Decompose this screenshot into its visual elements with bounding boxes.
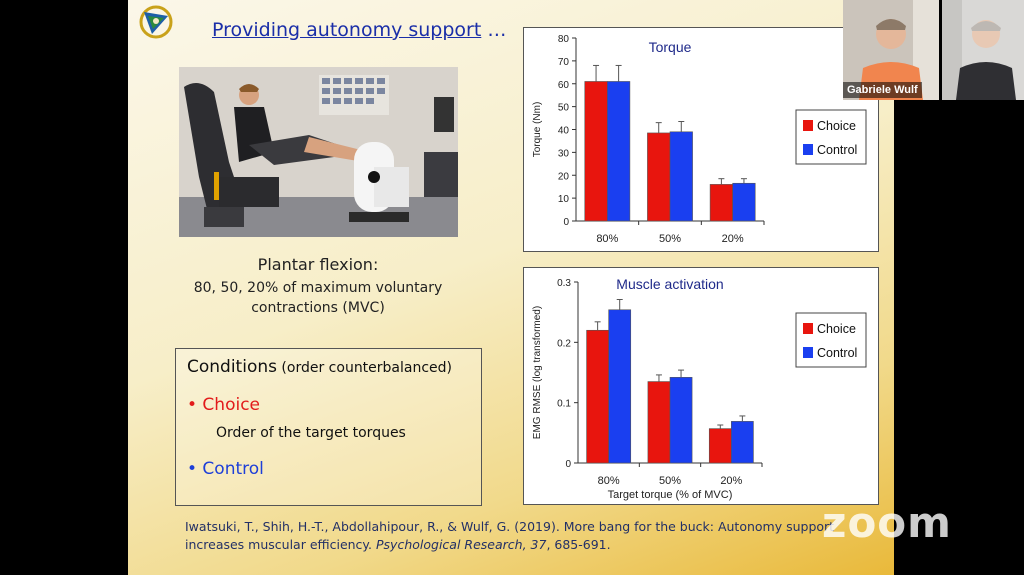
y-tick-label: 80 [558,34,570,45]
legend-label-control: Control [817,346,857,360]
condition-control: • Control [187,459,264,479]
chart-legend: Choice Control [795,109,867,165]
y-tick-label: 30 [558,148,570,159]
bar-control [669,377,693,464]
y-tick-label: 0.2 [557,338,571,349]
bar-choice [647,132,671,222]
y-tick-label: 20 [558,171,570,182]
bar-control [732,182,756,222]
y-tick-label: 70 [558,57,570,68]
lab-photo [179,67,458,237]
legend-swatch-choice [803,120,813,131]
category-label: 80% [598,475,620,487]
participant-video-feed [942,0,1024,100]
condition-choice: • Choice [187,395,261,415]
y-tick-label: 0 [565,459,571,470]
photo-caption: Plantar flexion: 80, 50, 20% of maximum … [168,255,468,318]
bar-control [608,309,632,464]
bar-choice [586,329,609,464]
chart-title: Muscle activation [616,276,723,292]
participant-name-tag: Gabriele Wulf [843,82,922,98]
category-label: 50% [659,475,681,487]
citation-line-1: Iwatsuki, T., Shih, H.-T., Abdollahipour… [185,519,835,534]
legend-label-choice: Choice [817,119,856,133]
bar-choice [584,81,608,222]
institution-logo-icon [139,5,173,39]
bar-choice [708,428,732,464]
legend-swatch-control [803,347,813,358]
bar-choice [709,184,733,222]
conditions-box: Conditions (order counterbalanced) • Cho… [175,348,482,506]
presentation-slide: Providing autonomy support … Plantar fle… [128,0,894,575]
y-tick-label: 60 [558,80,570,91]
torque-chart-panel: Torque 0 10 20 30 40 50 60 70 80 Torque (Nm) 80% 50%… [523,27,879,252]
chart-legend: Choice Control [795,312,867,368]
conditions-heading: Conditions (order counterbalanced) [187,357,453,377]
y-axis-label: EMG RMSE (log transformed) [532,306,543,439]
bar-control [607,81,631,222]
caption-line-2: contractions (MVC) [251,300,385,316]
x-axis-label: Target torque (% of MVC) [608,489,733,501]
caption-title: Plantar flexion: [257,255,379,274]
participant-video-gabriele-wulf[interactable]: Gabriele Wulf [843,0,939,100]
chart-title: Torque [649,39,692,55]
category-label: 80% [596,233,618,245]
legend-label-control: Control [817,143,857,157]
legend-swatch-control [803,144,813,155]
caption-line-1: 80, 50, 20% of maximum voluntary [193,280,443,296]
y-tick-label: 0 [563,217,569,228]
y-tick-label: 0.3 [557,278,571,289]
y-tick-label: 0.1 [557,399,571,410]
citation: Iwatsuki, T., Shih, H.-T., Abdollahipour… [185,518,885,554]
y-tick-label: 40 [558,126,570,137]
muscle-activation-chart-panel: Muscle activation 0 0.1 0.2 0.3 EMG RMSE (log… [523,267,879,505]
y-axis-label: Torque (Nm) [532,102,543,158]
zoom-watermark-logo: zoom [822,498,952,547]
y-tick-label: 50 [558,103,570,114]
bar-choice [647,381,671,464]
slide-title: Providing autonomy support … [212,19,507,41]
torque-chart: Torque 0 10 20 30 40 50 60 70 80 Torque (Nm) 80% 50%… [532,34,867,245]
category-label: 20% [722,233,744,245]
muscle-activation-chart: Muscle activation 0 0.1 0.2 0.3 EMG RMSE (log… [532,276,867,501]
bar-control [669,131,693,222]
legend-label-choice: Choice [817,322,856,336]
category-label: 50% [659,233,681,245]
citation-line-2: increases muscular efficiency. Psycholog… [185,537,611,552]
bar-control [731,421,754,464]
legend-swatch-choice [803,323,813,334]
category-label: 20% [720,475,742,487]
participant-video-2[interactable] [942,0,1024,100]
condition-choice-detail: Order of the target torques [216,425,406,441]
y-tick-label: 10 [558,194,570,205]
